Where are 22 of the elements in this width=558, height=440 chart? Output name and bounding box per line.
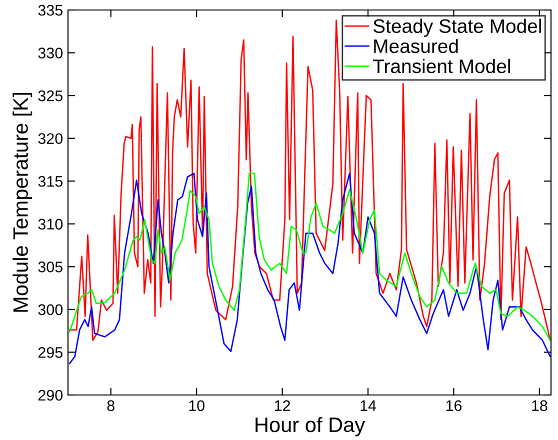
y-tick-label: 320	[38, 133, 63, 144]
y-axis-title: Module Temperature [K]	[12, 92, 32, 312]
legend-label: Steady State Model	[373, 18, 541, 37]
y-tick-label: 290	[38, 390, 63, 401]
x-axis-title: Hour of Day	[256, 416, 366, 436]
x-tick-label: 14	[360, 400, 376, 411]
y-tick-label: 305	[38, 262, 62, 272]
x-tick-label: 12	[274, 400, 290, 411]
y-tick-label: 325	[38, 90, 62, 102]
x-tick-label: 10	[189, 400, 204, 412]
legend-label: Measured	[374, 38, 458, 54]
x-tick-label: 16	[446, 400, 462, 412]
y-tick-label: 295	[38, 347, 62, 358]
y-tick-label: 330	[38, 48, 63, 58]
y-tick-label: 300	[38, 304, 63, 316]
line-series	[69, 20, 551, 341]
legend-label: Transient Model	[372, 58, 510, 74]
y-tick-label: 315	[38, 176, 62, 187]
x-tick-label: 18	[532, 400, 548, 412]
y-tick-label: 335	[38, 4, 62, 16]
y-tick-label: 310	[38, 218, 63, 230]
x-tick-label: 8	[107, 400, 114, 412]
